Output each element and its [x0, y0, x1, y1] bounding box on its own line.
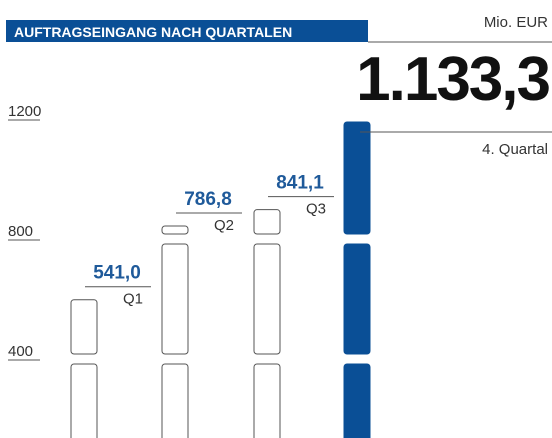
bar [343, 121, 371, 235]
bar [161, 225, 189, 235]
x-tick-label: Q3 [306, 201, 326, 218]
y-tick-label: 800 [8, 223, 33, 240]
value-label: 541,0 [93, 263, 141, 284]
unit-label: Mio. EUR [484, 14, 548, 31]
bar [343, 363, 371, 438]
bar [253, 243, 281, 355]
value-label: 1.133,3 [356, 45, 549, 114]
bar [161, 363, 189, 438]
bar [161, 243, 189, 355]
y-tick-label: 1200 [8, 103, 41, 120]
value-label: 786,8 [184, 189, 232, 210]
bar [253, 209, 281, 235]
x-tick-label: Q2 [214, 217, 234, 234]
bar [343, 243, 371, 355]
x-tick-label: Q1 [123, 291, 143, 308]
bar [253, 363, 281, 438]
value-label: 841,1 [276, 173, 324, 194]
x-tick-label: 4. Quartal [482, 141, 548, 158]
title-box [6, 20, 368, 42]
bar [70, 299, 98, 355]
bar [70, 363, 98, 438]
y-tick-label: 400 [8, 343, 33, 360]
chart-title: AUFTRAGSEINGANG NACH QUARTALEN [14, 24, 292, 40]
